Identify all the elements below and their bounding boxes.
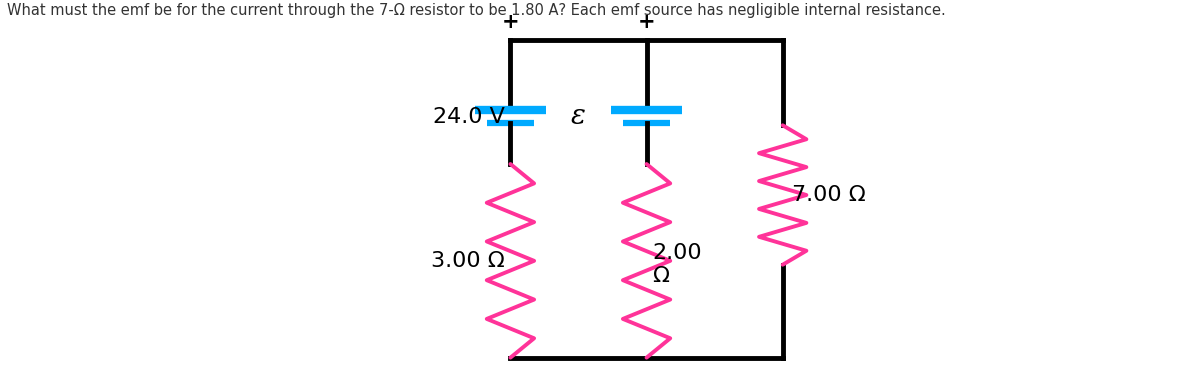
Text: +: + (637, 12, 655, 32)
Text: ε: ε (571, 103, 586, 130)
Text: 7.00 Ω: 7.00 Ω (792, 185, 866, 205)
Text: 24.0 V: 24.0 V (433, 106, 504, 127)
Text: +: + (502, 12, 520, 32)
Text: 2.00
Ω: 2.00 Ω (653, 243, 702, 286)
Text: 3.00 Ω: 3.00 Ω (431, 251, 504, 271)
Text: What must the emf be for the current through the 7-Ω resistor to be 1.80 A? Each: What must the emf be for the current thr… (7, 4, 946, 18)
